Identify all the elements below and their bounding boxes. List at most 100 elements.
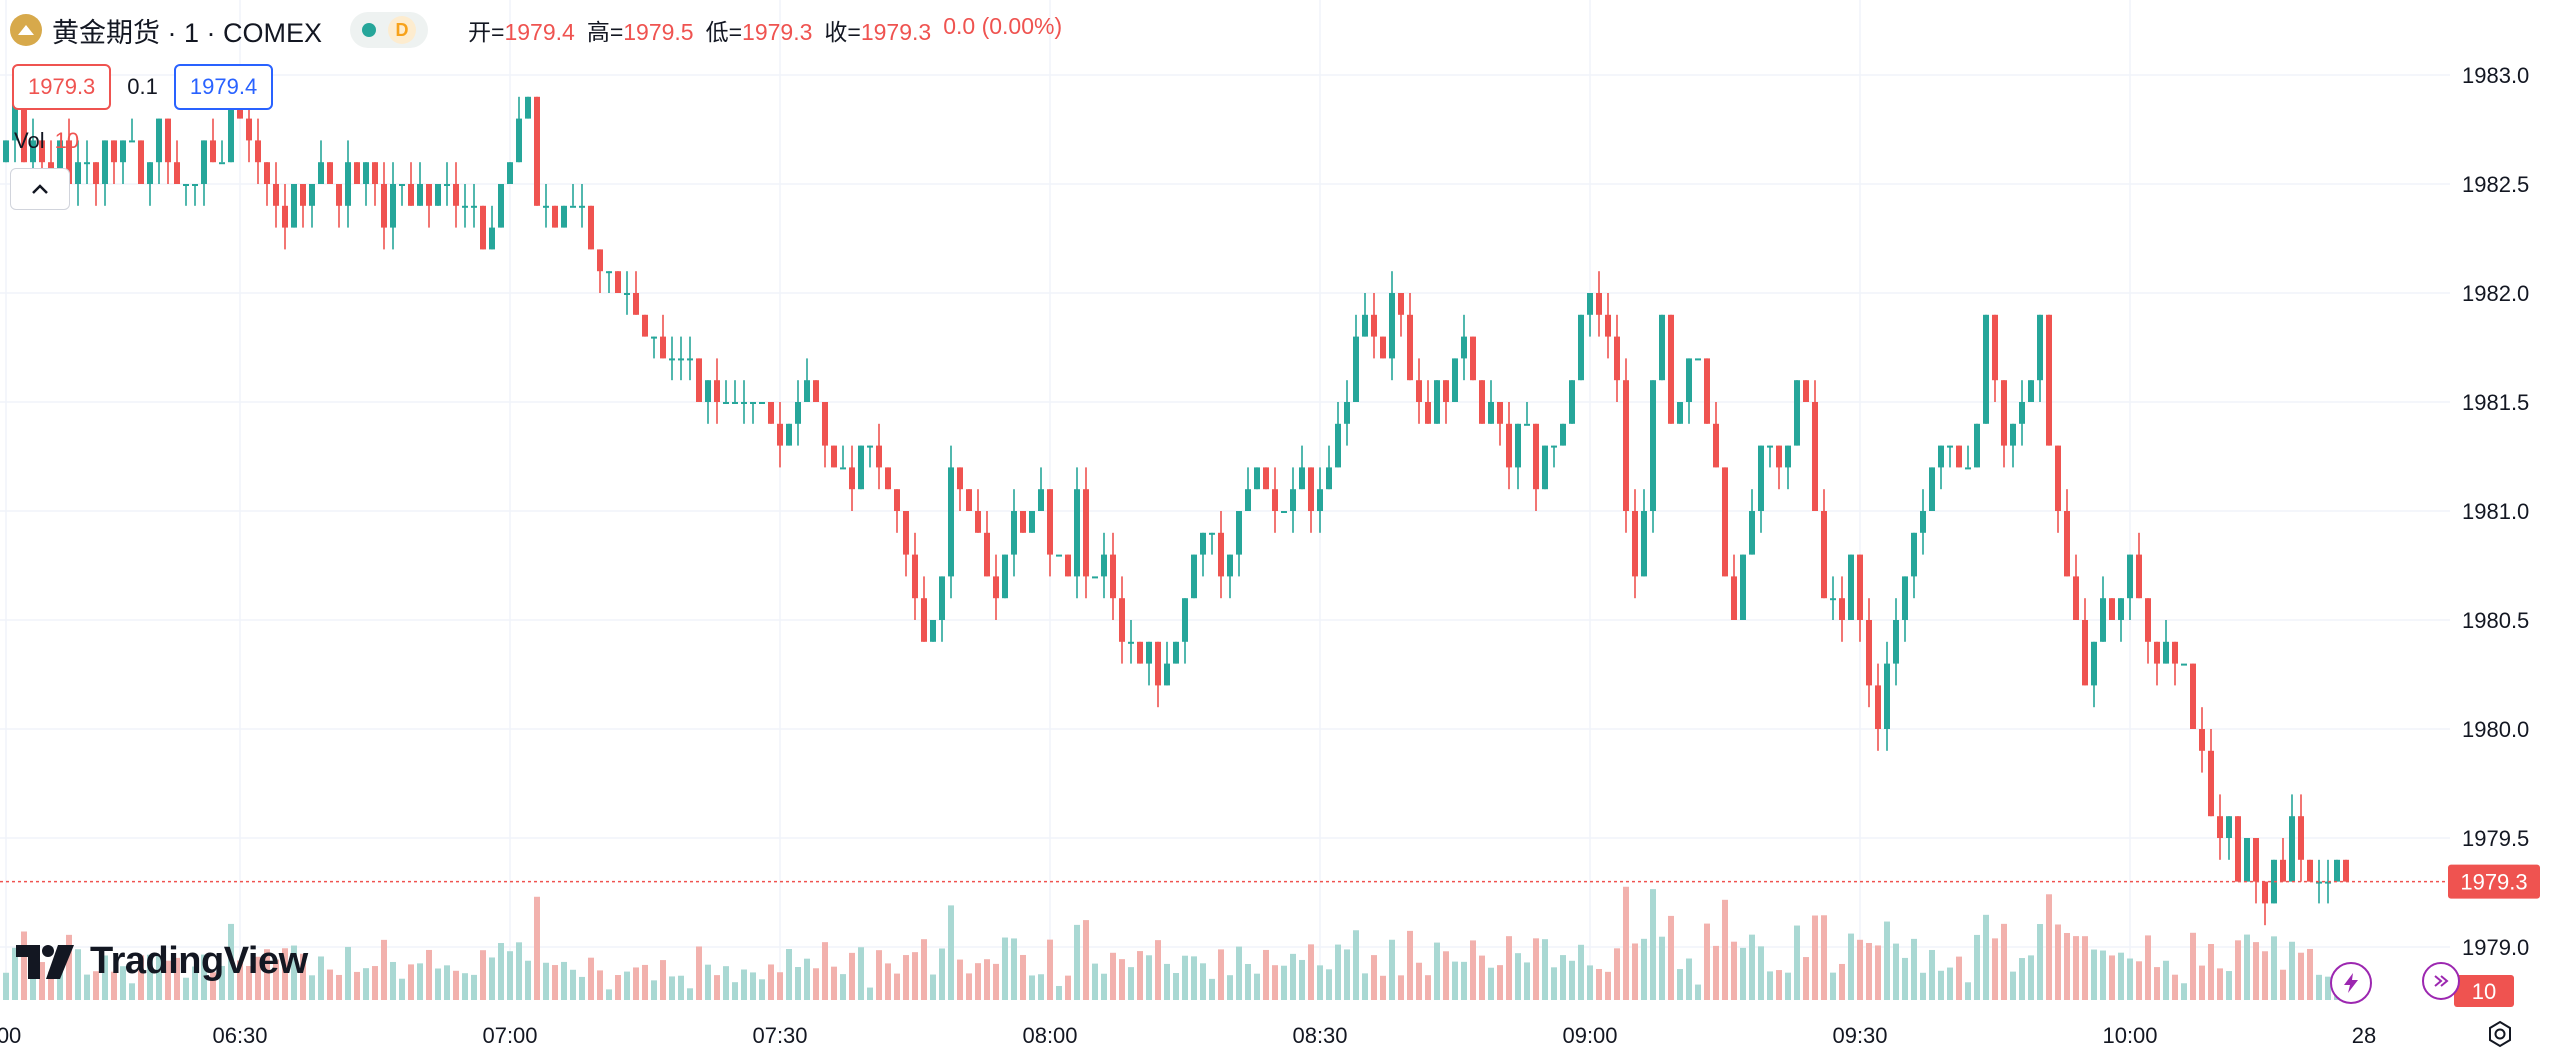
time-tick-label: 08:00: [1022, 1023, 1077, 1048]
candle-body: [1128, 641, 1134, 644]
candle-body: [966, 489, 972, 511]
volume-bar: [1740, 947, 1746, 1000]
candle-body: [2298, 816, 2304, 860]
candle-body: [1101, 554, 1107, 577]
sell-price-button[interactable]: 1979.3: [12, 64, 112, 110]
candle-body: [264, 162, 270, 184]
time-tick-label: 28: [2352, 1023, 2376, 1048]
volume-bar: [1875, 945, 1881, 1000]
volume-bar: [1686, 958, 1692, 1000]
candle-body: [750, 402, 756, 404]
candle-body: [1875, 685, 1881, 729]
candle-body: [462, 205, 468, 208]
volume-bar: [678, 975, 684, 1000]
candle-body: [1164, 663, 1170, 686]
volume-bar: [2181, 983, 2187, 1000]
candle-body: [1263, 467, 1269, 490]
candle-body: [894, 489, 900, 511]
candle-body: [363, 162, 369, 184]
gold-coin-icon[interactable]: [10, 14, 42, 46]
volume-bar: [957, 959, 963, 1000]
volume-legend[interactable]: Vol 10: [14, 128, 79, 154]
candle-body: [66, 140, 72, 184]
candle-body: [1947, 445, 1953, 448]
price-tick-label: 1979.5: [2462, 826, 2529, 851]
candle-body: [1767, 445, 1773, 448]
volume-bar: [858, 947, 864, 1000]
candle-body: [2280, 859, 2286, 882]
volume-bar: [138, 955, 144, 1000]
volume-bar: [1353, 930, 1359, 1000]
candle-body: [723, 402, 729, 404]
volume-bar: [1893, 943, 1899, 1000]
volume-bar: [516, 942, 522, 1000]
collapse-legend-button[interactable]: [10, 168, 70, 210]
candle-body: [282, 205, 288, 228]
candle-body: [1812, 402, 1818, 511]
volume-bar: [732, 982, 738, 1000]
candle-body: [1317, 489, 1323, 511]
candle-body: [1821, 511, 1827, 599]
volume-bar: [633, 967, 639, 1000]
candle-body: [12, 96, 18, 141]
volume-bar: [2208, 944, 2214, 1000]
candle-body: [1506, 423, 1512, 468]
volume-bar: [1110, 952, 1116, 1000]
candle-body: [1371, 314, 1377, 337]
symbol-title[interactable]: 黄金期货 · 1 · COMEX: [52, 17, 323, 48]
spread-value: 0.1: [127, 74, 158, 99]
volume-bar: [93, 971, 99, 1000]
candle-body: [2325, 881, 2331, 884]
volume-bar: [786, 948, 792, 1000]
volume-bar: [804, 958, 810, 1000]
candle-body: [2226, 816, 2232, 838]
replay-button[interactable]: [2422, 962, 2460, 1000]
volume-bar: [2307, 948, 2313, 1000]
volume-bar: [1101, 973, 1107, 1000]
quick-action-button[interactable]: [2330, 962, 2372, 1004]
candle-body: [147, 162, 153, 184]
candle-body: [372, 162, 378, 184]
candle-body: [1758, 445, 1764, 511]
volume-bar: [2253, 942, 2259, 1000]
volume-bar: [363, 968, 369, 1000]
volume-bar: [1245, 963, 1251, 1000]
candle-body: [2046, 314, 2052, 446]
candle-body: [2289, 816, 2295, 882]
candle-body: [939, 576, 945, 620]
chart-settings-button[interactable]: [2486, 1020, 2514, 1053]
candle-body: [255, 140, 261, 163]
candle-body: [1803, 380, 1809, 402]
candle-body: [498, 184, 504, 228]
buy-price-button[interactable]: 1979.4: [173, 64, 274, 110]
candle-body: [2163, 641, 2169, 664]
volume-bar: [1029, 975, 1035, 1000]
volume-bar: [1092, 963, 1098, 1000]
volume-bar: [1254, 973, 1260, 1000]
market-status-pill[interactable]: D: [350, 12, 429, 48]
volume-bar: [1884, 921, 1890, 1000]
candle-body: [1839, 598, 1845, 620]
volume-bar: [345, 946, 351, 1000]
volume-bar: [1056, 985, 1062, 1000]
volume-bar: [1704, 923, 1710, 1000]
candle-body: [2064, 511, 2070, 577]
candle-body: [2343, 859, 2349, 882]
volume-bar: [1425, 975, 1431, 1000]
volume-bar: [525, 960, 531, 1000]
volume-bar: [2028, 955, 2034, 1000]
candle-body: [1092, 576, 1098, 579]
tradingview-logo[interactable]: TradingView: [16, 940, 308, 983]
volume-bar: [651, 980, 657, 1000]
volume-bar: [282, 948, 288, 1000]
volume-label: Vol: [14, 128, 45, 153]
candle-body: [732, 402, 738, 404]
candle-body: [1848, 554, 1854, 620]
volume-bar: [1488, 967, 1494, 1000]
candle-body: [183, 184, 189, 186]
volume-bar: [453, 970, 459, 1000]
volume-bar: [1272, 965, 1278, 1000]
volume-bar: [1911, 938, 1917, 1000]
volume-bar: [2136, 961, 2142, 1000]
